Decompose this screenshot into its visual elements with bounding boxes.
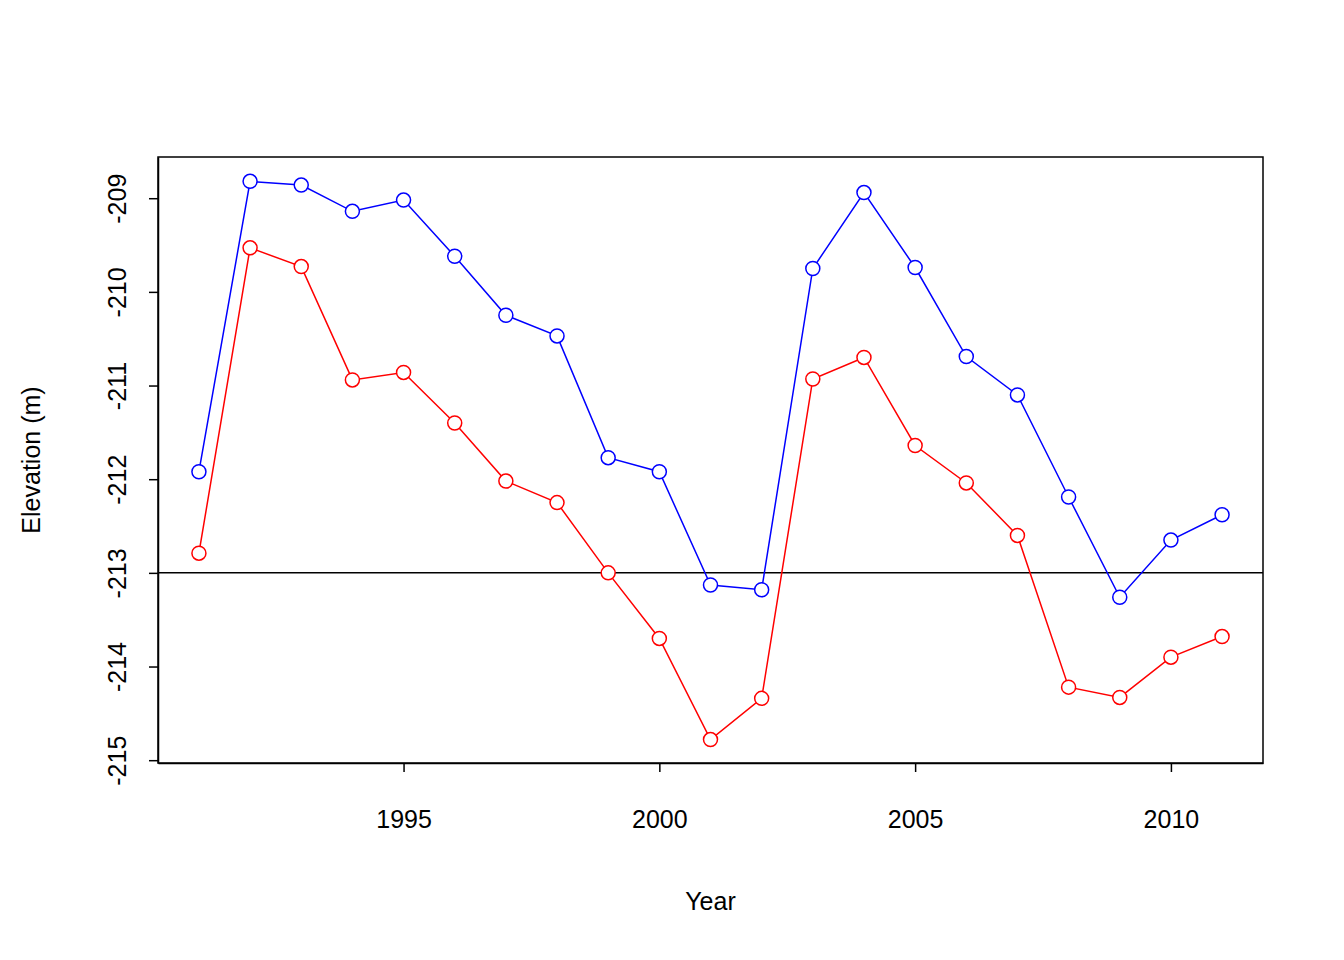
plot-frame <box>158 157 1263 763</box>
y-tick: -215 <box>103 736 158 786</box>
data-point <box>397 193 411 207</box>
data-point <box>1164 650 1178 664</box>
y-tick-label: -215 <box>103 736 131 786</box>
data-point <box>806 372 820 386</box>
data-point <box>550 496 564 510</box>
data-point <box>1164 533 1178 547</box>
data-point <box>755 691 769 705</box>
y-tick: -209 <box>103 174 158 224</box>
data-point <box>601 451 615 465</box>
data-point <box>499 308 513 322</box>
y-tick: -214 <box>103 642 158 692</box>
y-tick-mark <box>149 666 158 668</box>
data-point <box>1215 630 1229 644</box>
y-tick-label: -213 <box>103 548 131 598</box>
data-point <box>294 178 308 192</box>
data-point <box>959 476 973 490</box>
y-tick: -212 <box>103 455 158 505</box>
data-point <box>1113 590 1127 604</box>
y-tick-label: -209 <box>103 174 131 224</box>
x-tick-mark <box>403 763 405 772</box>
x-axis: 1995 2000 2005 2010 <box>159 763 1264 833</box>
data-point <box>806 261 820 275</box>
y-tick-label: -210 <box>103 267 131 317</box>
y-tick-mark <box>149 385 158 387</box>
x-axis-line <box>159 763 1264 765</box>
y-tick-label: -212 <box>103 455 131 505</box>
data-point <box>345 204 359 218</box>
data-point <box>192 465 206 479</box>
data-point <box>1215 508 1229 522</box>
data-point <box>499 474 513 488</box>
data-point <box>397 365 411 379</box>
series-line <box>199 181 1222 597</box>
data-point <box>857 350 871 364</box>
data-point <box>192 546 206 560</box>
x-tick: 1995 <box>376 763 432 833</box>
y-tick-mark <box>149 573 158 575</box>
y-axis-title: Elevation (m) <box>17 386 45 533</box>
data-point <box>1062 680 1076 694</box>
y-tick-mark <box>149 292 158 294</box>
data-point <box>959 350 973 364</box>
y-axis-line <box>158 158 160 764</box>
x-tick: 2005 <box>888 763 944 833</box>
y-tick-label: -211 <box>103 362 131 410</box>
data-point <box>243 241 257 255</box>
x-tick-label: 2000 <box>632 805 688 833</box>
y-axis: -215 -214 -213 -212 -211 -210 -209 <box>103 158 159 786</box>
x-tick-label: 2010 <box>1144 805 1200 833</box>
data-point <box>243 174 257 188</box>
y-tick-mark <box>149 479 158 481</box>
data-point <box>550 329 564 343</box>
data-point <box>345 373 359 387</box>
x-tick: 2010 <box>1144 763 1200 833</box>
data-point <box>1010 388 1024 402</box>
data-point <box>908 438 922 452</box>
y-tick-label: -214 <box>103 642 131 692</box>
data-point <box>652 631 666 645</box>
x-tick-mark <box>915 763 917 772</box>
x-tick-label: 1995 <box>376 805 432 833</box>
data-point <box>601 566 615 580</box>
y-tick: -213 <box>103 548 158 598</box>
x-tick: 2000 <box>632 763 688 833</box>
data-point <box>448 249 462 263</box>
series-line <box>199 248 1222 740</box>
y-tick-mark <box>149 198 158 200</box>
x-tick-label: 2005 <box>888 805 944 833</box>
data-point <box>1010 528 1024 542</box>
data-point <box>652 465 666 479</box>
data-point <box>1062 490 1076 504</box>
data-point <box>908 261 922 275</box>
data-point <box>1113 690 1127 704</box>
data-point <box>704 733 718 747</box>
x-tick-mark <box>659 763 661 772</box>
plot-area <box>158 174 1263 746</box>
data-point <box>857 186 871 200</box>
data-point <box>704 578 718 592</box>
chart: 1995 2000 2005 2010 -215 -214 -213 -212 -211 -210… <box>0 0 1344 960</box>
data-point <box>294 260 308 274</box>
data-point <box>448 416 462 430</box>
y-tick: -210 <box>103 267 158 317</box>
reference-line <box>158 572 1263 574</box>
x-axis-title: Year <box>685 887 736 915</box>
data-point <box>755 583 769 597</box>
x-tick-mark <box>1171 763 1173 772</box>
y-tick: -211 <box>103 362 158 410</box>
y-tick-mark <box>149 760 158 762</box>
